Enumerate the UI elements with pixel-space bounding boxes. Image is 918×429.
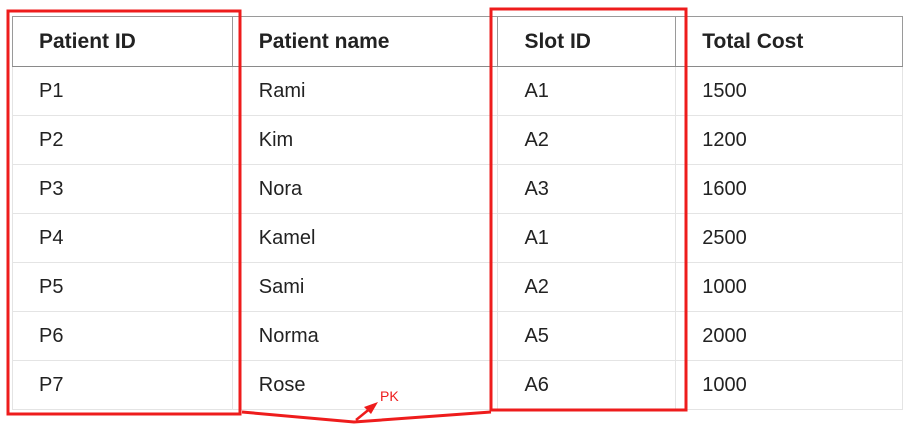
cell-patient-id: P7 (12, 360, 233, 410)
cell-total-cost: 1200 (675, 115, 903, 165)
table-row: P6 Norma A5 2000 (12, 311, 903, 361)
cell-patient-id: P5 (12, 262, 233, 312)
cell-total-cost: 2000 (675, 311, 903, 361)
cell-slot-id: A2 (497, 262, 677, 312)
table-row: P3 Nora A3 1600 (12, 164, 903, 214)
cell-slot-id: A6 (497, 360, 677, 410)
cell-total-cost: 1000 (675, 360, 903, 410)
header-total-cost: Total Cost (675, 16, 903, 67)
cell-total-cost: 2500 (675, 213, 903, 263)
cell-total-cost: 1000 (675, 262, 903, 312)
patient-table: Patient ID Patient name Slot ID Total Co… (12, 16, 903, 410)
header-slot-id: Slot ID (497, 16, 677, 67)
cell-patient-name: Rami (231, 66, 499, 116)
cell-patient-name: Rose (231, 360, 499, 410)
header-row: Patient ID Patient name Slot ID Total Co… (12, 16, 903, 67)
cell-total-cost: 1500 (675, 66, 903, 116)
cell-patient-id: P2 (12, 115, 233, 165)
cell-patient-id: P6 (12, 311, 233, 361)
cell-slot-id: A1 (497, 66, 677, 116)
table-row: P4 Kamel A1 2500 (12, 213, 903, 263)
cell-slot-id: A3 (497, 164, 677, 214)
cell-patient-id: P3 (12, 164, 233, 214)
cell-slot-id: A2 (497, 115, 677, 165)
cell-patient-id: P4 (12, 213, 233, 263)
cell-patient-name: Sami (231, 262, 499, 312)
cell-patient-name: Kamel (231, 213, 499, 263)
connector-line (241, 410, 492, 424)
cell-total-cost: 1600 (675, 164, 903, 214)
cell-patient-id: P1 (12, 66, 233, 116)
header-patient-name: Patient name (231, 16, 499, 67)
cell-slot-id: A5 (497, 311, 677, 361)
cell-patient-name: Kim (231, 115, 499, 165)
header-patient-id: Patient ID (12, 16, 233, 67)
table-row: P5 Sami A2 1000 (12, 262, 903, 312)
cell-patient-name: Norma (231, 311, 499, 361)
table-row: P1 Rami A1 1500 (12, 66, 903, 116)
cell-patient-name: Nora (231, 164, 499, 214)
table-row: P2 Kim A2 1200 (12, 115, 903, 165)
pk-annotation-label: PK (380, 388, 399, 404)
table-row: P7 Rose A6 1000 (12, 360, 903, 410)
cell-slot-id: A1 (497, 213, 677, 263)
